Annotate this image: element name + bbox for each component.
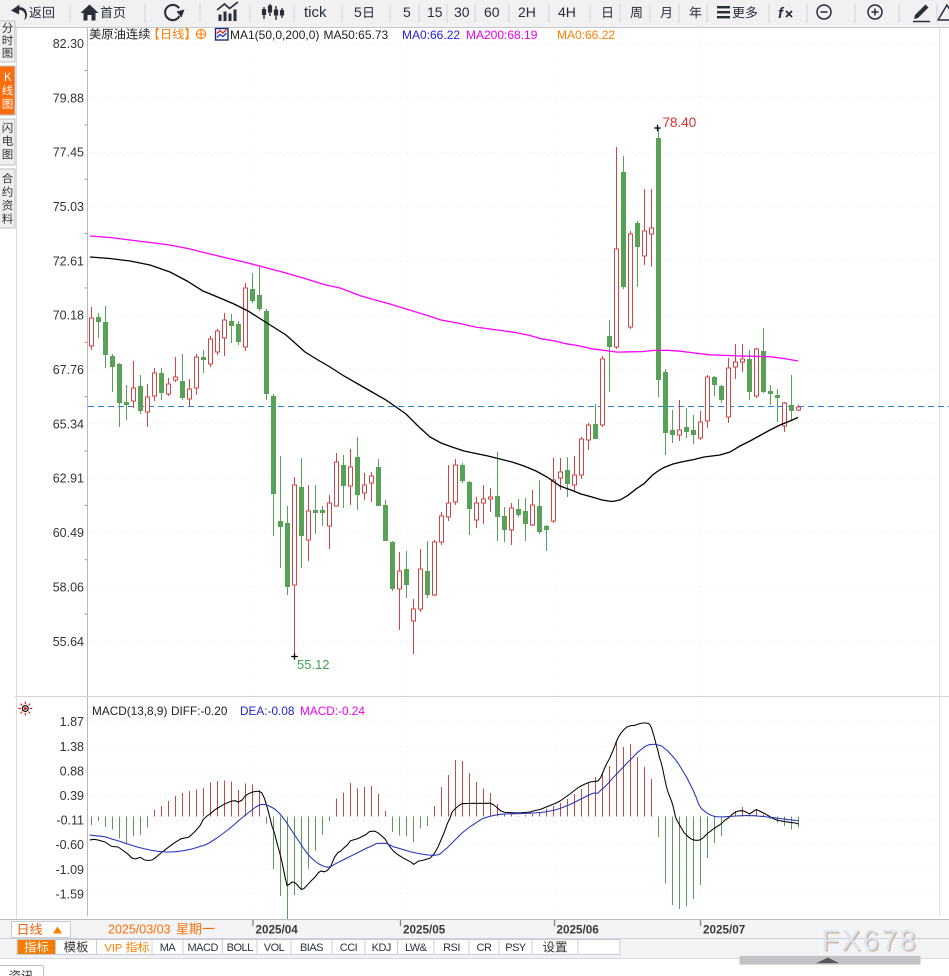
svg-text:79.88: 79.88: [53, 91, 84, 105]
svg-text:55.64: 55.64: [53, 635, 84, 649]
svg-text:2025/05: 2025/05: [403, 924, 446, 937]
svg-text:CCI: CCI: [340, 942, 358, 954]
svg-text:FX678: FX678: [822, 925, 918, 957]
svg-text:1.38: 1.38: [60, 740, 84, 754]
svg-text:82.30: 82.30: [53, 37, 84, 51]
svg-text:65.34: 65.34: [53, 417, 84, 431]
svg-text:67.76: 67.76: [53, 363, 84, 377]
svg-text:MA: MA: [160, 942, 177, 954]
svg-text:MA0:66.22: MA0:66.22: [557, 28, 615, 42]
svg-text:1.87: 1.87: [60, 715, 84, 729]
svg-text:FX678: FX678: [823, 927, 919, 959]
svg-text:30: 30: [454, 4, 470, 20]
svg-text:5: 5: [403, 4, 411, 20]
svg-text:-0.60: -0.60: [56, 838, 85, 852]
svg-text:0.39: 0.39: [60, 789, 84, 803]
svg-text:62.91: 62.91: [53, 472, 84, 486]
svg-text:VOL: VOL: [264, 942, 285, 954]
svg-text:MA1(50,0,200,0): MA1(50,0,200,0): [230, 28, 319, 42]
svg-text:VIP: VIP: [105, 943, 123, 955]
svg-text:2025/04: 2025/04: [256, 924, 299, 937]
svg-text:2025/03/03: 2025/03/03: [108, 923, 171, 937]
svg-text:MACD: MACD: [188, 942, 219, 954]
svg-text:CR: CR: [477, 942, 492, 954]
svg-text:55.12: 55.12: [297, 657, 330, 672]
svg-text:MACD:-0.24: MACD:-0.24: [300, 704, 365, 718]
svg-text:0.88: 0.88: [60, 764, 84, 778]
svg-text:MA50:65.73: MA50:65.73: [324, 28, 389, 42]
svg-text:f: f: [778, 5, 785, 22]
svg-text:-1.09: -1.09: [56, 863, 85, 877]
svg-text:77.45: 77.45: [53, 146, 84, 160]
svg-text:tick: tick: [304, 4, 327, 21]
svg-text:-1.59: -1.59: [56, 887, 85, 901]
svg-text:60.49: 60.49: [53, 526, 84, 540]
svg-text:MA0:66.22: MA0:66.22: [402, 28, 460, 42]
svg-text:4H: 4H: [558, 4, 576, 20]
svg-text:58.06: 58.06: [53, 580, 84, 594]
svg-text:75.03: 75.03: [53, 200, 84, 214]
svg-text:MA200:68.19: MA200:68.19: [466, 28, 538, 42]
svg-text:2025/06: 2025/06: [557, 924, 600, 937]
svg-text:LW&: LW&: [405, 942, 428, 954]
svg-text:KDJ: KDJ: [372, 942, 391, 954]
svg-text:5: 5: [354, 4, 362, 20]
svg-text:BIAS: BIAS: [300, 942, 323, 954]
svg-text:60: 60: [484, 4, 500, 20]
svg-text:-0.11: -0.11: [56, 814, 84, 828]
svg-text:RSI: RSI: [443, 942, 460, 954]
svg-text:15: 15: [427, 4, 443, 20]
svg-text:MACD(13,8,9): MACD(13,8,9): [92, 704, 167, 718]
svg-text:78.40: 78.40: [663, 115, 697, 130]
svg-text:2H: 2H: [518, 4, 536, 20]
svg-text:BOLL: BOLL: [227, 942, 254, 954]
svg-text:72.61: 72.61: [53, 254, 84, 268]
svg-text:DIFF:-0.20: DIFF:-0.20: [171, 704, 228, 718]
svg-text:2025/07: 2025/07: [703, 924, 745, 937]
svg-text:PSY: PSY: [505, 942, 527, 954]
svg-text:DEA:-0.08: DEA:-0.08: [240, 704, 295, 718]
svg-text:70.18: 70.18: [53, 309, 84, 323]
